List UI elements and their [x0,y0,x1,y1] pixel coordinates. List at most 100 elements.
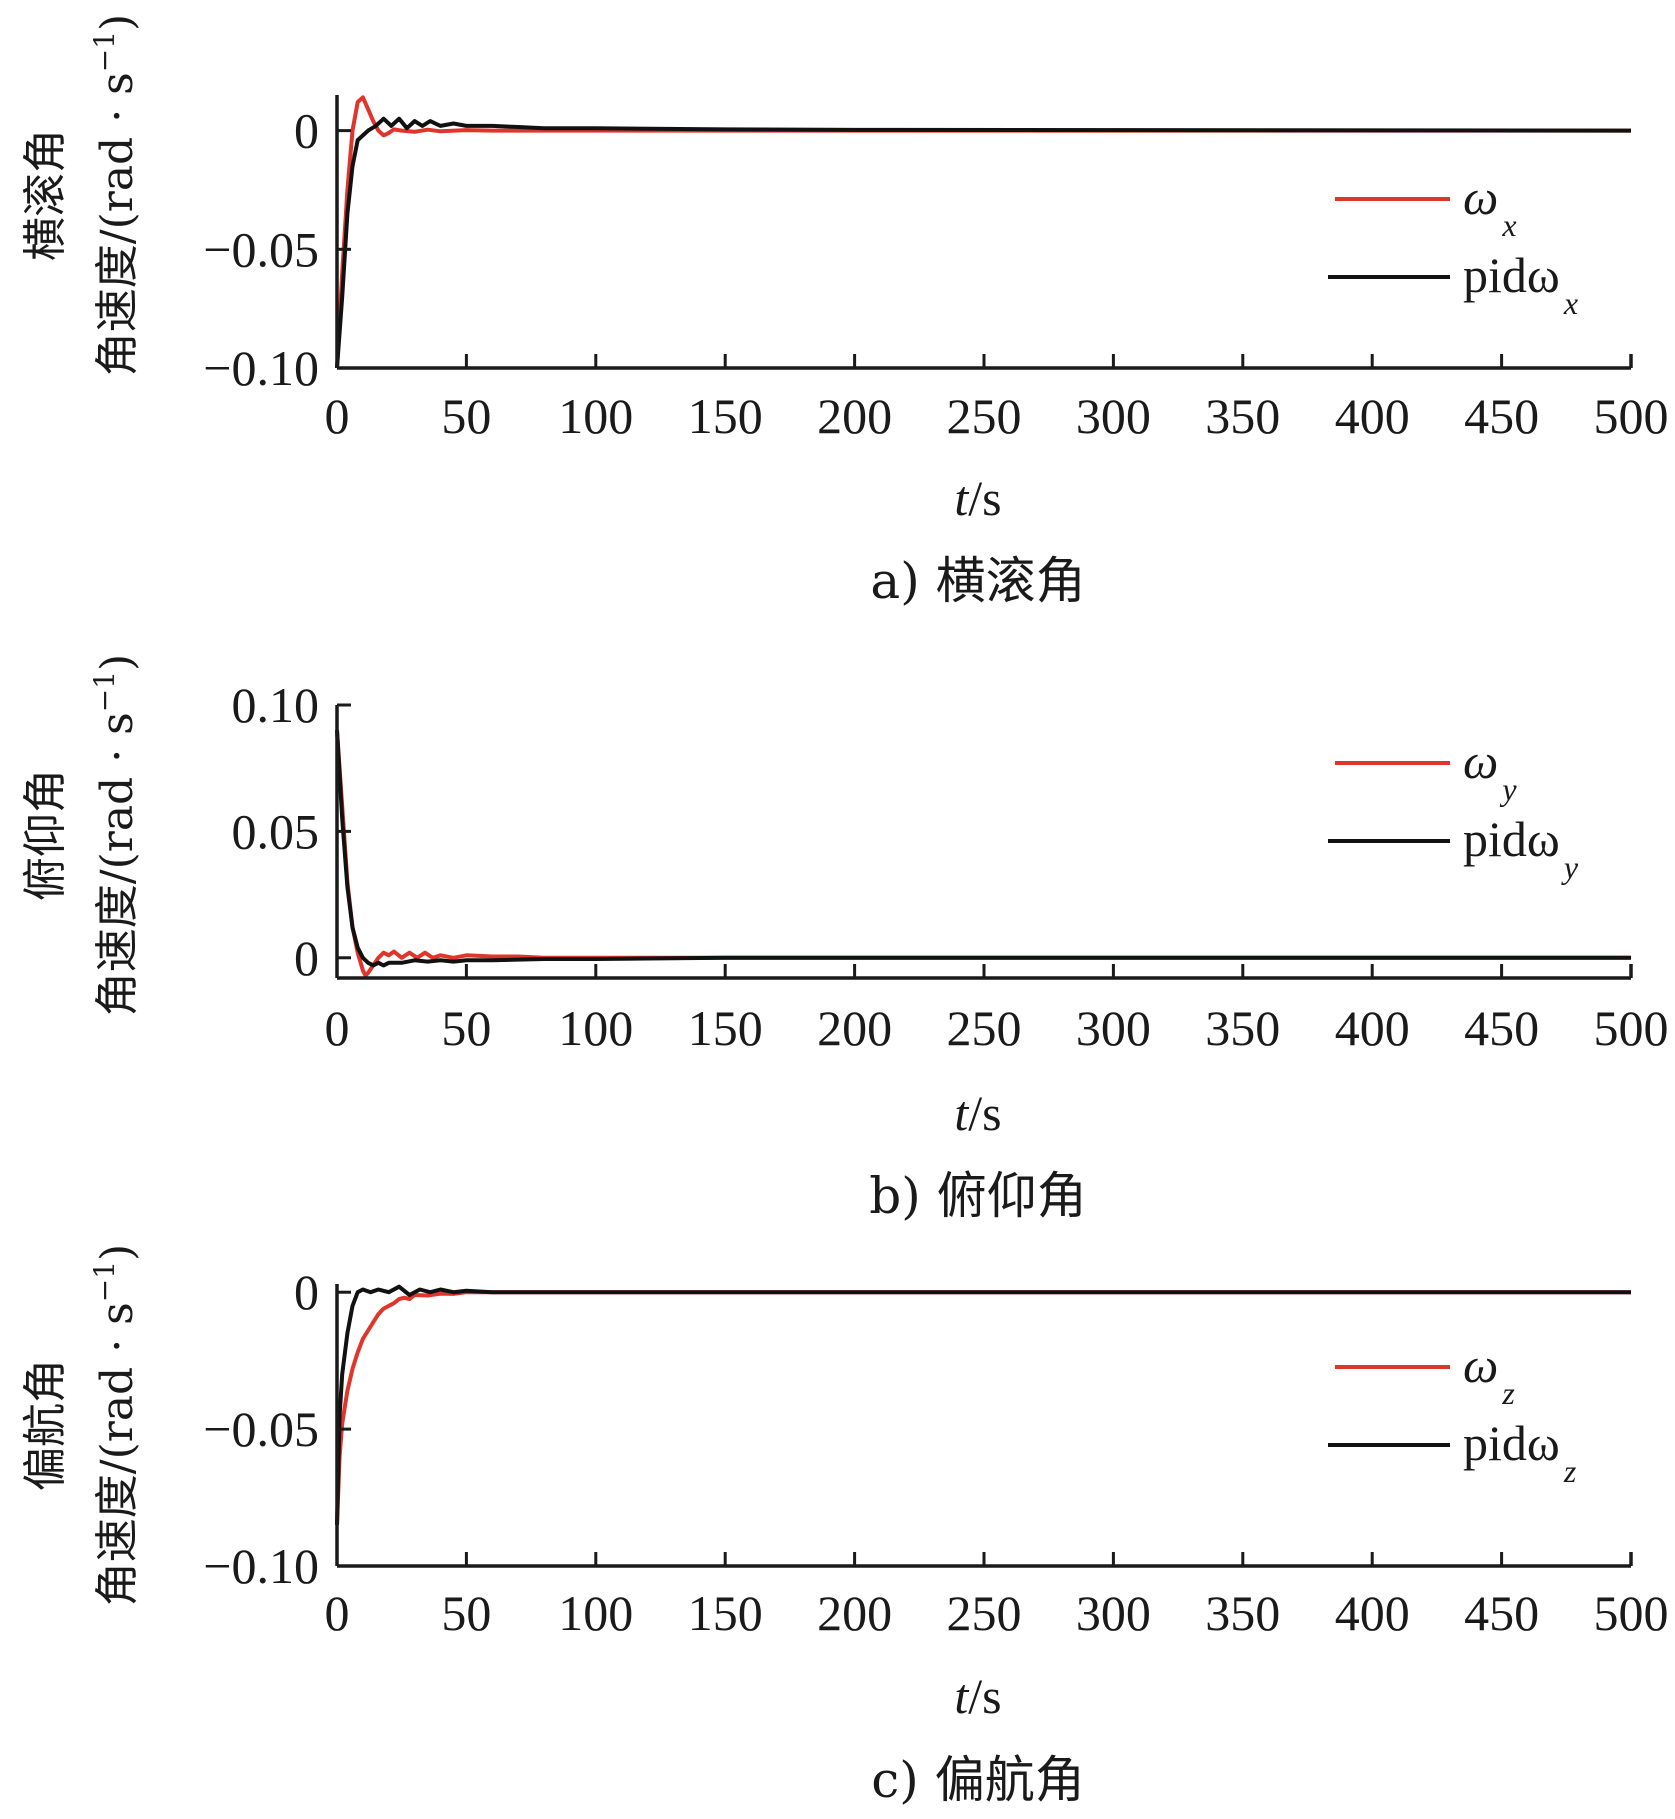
x-tick-label: 150 [688,1585,763,1641]
series-line-omega-z [335,1290,1631,1525]
legend-name: pidω [1463,811,1560,867]
x-tick-label: 100 [558,1585,633,1641]
y-axis-title-close: ) [92,1244,143,1261]
x-tick-label: 500 [1594,388,1669,444]
y-tick-label: 0 [294,930,319,986]
x-tick-label: 400 [1335,1585,1410,1641]
y-tick-label: 0 [294,103,319,159]
x-tick-label: 450 [1464,1000,1539,1056]
y-axis-title-unit: 角速度/(rad · s [92,712,143,1016]
series-line-pid-omega-y [335,730,1631,968]
legend-name: ω [1463,733,1498,789]
legend-label: pidω x [1463,247,1578,321]
y-axis-title-line1: 偏航角 [20,1359,71,1491]
x-tick-label: 50 [441,1000,491,1056]
legend-entry-pid-omega: pidω x [1328,247,1578,321]
y-axis-title-line2: 角速度/(rad · s−1) [88,1244,143,1606]
x-tick-label: 100 [558,388,633,444]
legend-subscript: y [1561,849,1579,885]
x-tick-label: 300 [1076,1585,1151,1641]
legend-subscript: x [1501,207,1516,243]
x-axis-title-variable: t [954,1668,969,1724]
series-line-pid-omega-z [335,1284,1631,1525]
x-tick-label: 0 [325,388,350,444]
legend-name: ω [1463,1337,1498,1393]
x-axis-title-unit: /s [968,1668,1001,1724]
legend-subscript: z [1501,1375,1515,1411]
legend-entry-pid-omega: pidω z [1328,1415,1577,1489]
x-tick-label: 50 [441,388,491,444]
x-axis-title-unit: /s [968,1085,1001,1141]
panel-yaw: 0 50 100 150 200 250 300 350 400 450 500 0 −0.05 −0.1… [20,1244,1669,1809]
y-axis-title-unit: 角速度/(rad · s [92,72,143,376]
x-tick-label: 350 [1205,388,1280,444]
y-tick-label: 0.10 [232,677,320,733]
panel-caption: a) 横滚角 [870,552,1085,610]
series-line-pid-omega-x [335,116,1632,369]
y-tick-label: 0 [294,1264,319,1320]
x-tick-label: 150 [688,1000,763,1056]
legend-subscript: y [1499,771,1517,807]
panel-caption: c) 偏航角 [871,1751,1084,1809]
x-axis-title-variable: t [954,470,969,526]
x-tick-label: 250 [947,388,1022,444]
series-line-omega-y [335,730,1631,978]
x-tick-label: 300 [1076,1000,1151,1056]
y-tick-label: −0.05 [203,1401,319,1457]
series-line-omega-x [335,95,1631,369]
legend-subscript: z [1563,1453,1577,1489]
y-axis-title-line2: 角速度/(rad · s−1) [88,14,143,376]
x-tick-label: 500 [1594,1585,1669,1641]
y-tick-label: −0.10 [203,1538,319,1594]
x-tick-label: 50 [441,1585,491,1641]
y-axis-title-exponent: −1 [88,31,121,72]
y-tick-label: −0.05 [203,221,319,277]
x-tick-label: 200 [817,1585,892,1641]
panel-caption: b) 俯仰角 [869,1167,1086,1225]
y-axis-title-line1: 横滚角 [20,129,71,261]
x-tick-label: 400 [1335,388,1410,444]
y-axis-title-line2: 角速度/(rad · s−1) [88,654,143,1016]
y-axis-title-close: ) [92,654,143,671]
legend-subscript: x [1563,285,1578,321]
y-axis-title: 偏航角 角速度/(rad · s−1) [20,1244,143,1606]
legend-label: pidω y [1463,811,1579,885]
panel-roll: 0 50 100 150 200 250 300 350 400 450 500 0 −0.05 −0.1… [20,14,1669,610]
x-tick-label: 100 [558,1000,633,1056]
x-axis-title: t/s [954,1668,1001,1724]
x-axis-title: t/s [954,470,1001,526]
x-tick-label: 250 [947,1585,1022,1641]
legend-name: pidω [1463,1415,1560,1471]
y-tick-label: 0.05 [232,803,320,859]
y-axis-title-unit: 角速度/(rad · s [92,1302,143,1606]
y-axis-title-exponent: −1 [88,1261,121,1302]
x-tick-label: 300 [1076,388,1151,444]
x-tick-label: 200 [817,1000,892,1056]
x-tick-label: 400 [1335,1000,1410,1056]
x-axis-title-variable: t [954,1085,969,1141]
x-tick-label: 0 [325,1585,350,1641]
x-tick-label: 500 [1594,1000,1669,1056]
x-tick-label: 450 [1464,1585,1539,1641]
x-axis-title: t/s [954,1085,1001,1141]
y-axis-title: 横滚角 角速度/(rad · s−1) [20,14,143,376]
legend-label: pidω z [1463,1415,1577,1489]
legend-name: ω [1463,169,1498,225]
y-axis-title-exponent: −1 [88,671,121,712]
x-tick-label: 200 [817,388,892,444]
y-axis-title-close: ) [92,14,143,31]
x-tick-label: 350 [1205,1585,1280,1641]
y-tick-label: −0.10 [203,340,319,396]
x-tick-label: 450 [1464,388,1539,444]
x-tick-label: 250 [947,1000,1022,1056]
x-axis-title-unit: /s [968,470,1001,526]
x-tick-label: 150 [688,388,763,444]
y-axis-title-line1: 俯仰角 [20,769,71,901]
x-tick-label: 0 [325,1000,350,1056]
